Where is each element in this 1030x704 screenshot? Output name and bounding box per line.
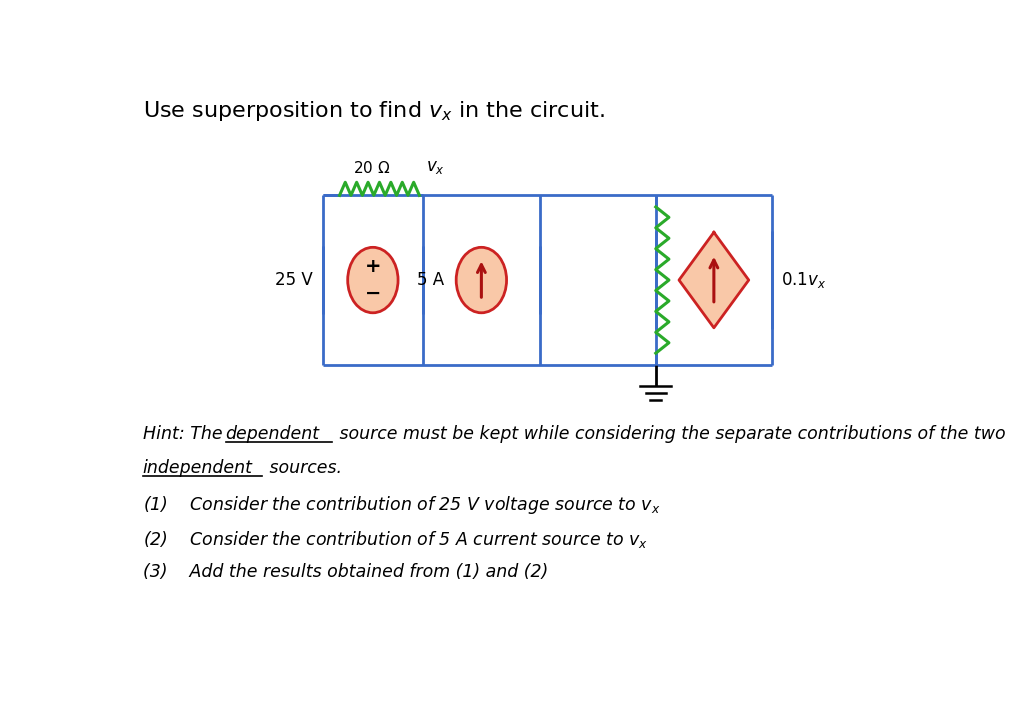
Text: 0.1$v_x$: 0.1$v_x$ xyxy=(782,270,826,290)
Text: source must be kept while considering the separate contributions of the two: source must be kept while considering th… xyxy=(334,425,1005,443)
Polygon shape xyxy=(679,232,749,328)
Text: sources.: sources. xyxy=(265,459,342,477)
Ellipse shape xyxy=(348,247,398,313)
Text: (2)    Consider the contribution of 5 A current source to $v_x$: (2) Consider the contribution of 5 A cur… xyxy=(143,529,648,550)
Text: 20 $\Omega$: 20 $\Omega$ xyxy=(353,160,390,176)
Text: 5 A: 5 A xyxy=(417,271,444,289)
Text: 25 V: 25 V xyxy=(275,271,313,289)
Text: independent: independent xyxy=(143,459,252,477)
Text: Use superposition to find $v_x$ in the circuit.: Use superposition to find $v_x$ in the c… xyxy=(143,99,605,123)
Text: 4 $\Omega$: 4 $\Omega$ xyxy=(679,272,707,288)
Ellipse shape xyxy=(456,247,507,313)
Text: (1)    Consider the contribution of 25 V voltage source to $v_x$: (1) Consider the contribution of 25 V vo… xyxy=(143,494,660,516)
Text: $v_x$: $v_x$ xyxy=(426,158,445,176)
Text: −: − xyxy=(365,284,381,303)
Text: (3)    Add the results obtained from (1) and (2): (3) Add the results obtained from (1) an… xyxy=(143,563,548,582)
Text: dependent: dependent xyxy=(226,425,319,443)
Text: +: + xyxy=(365,258,381,277)
Text: Hint: The: Hint: The xyxy=(143,425,228,443)
